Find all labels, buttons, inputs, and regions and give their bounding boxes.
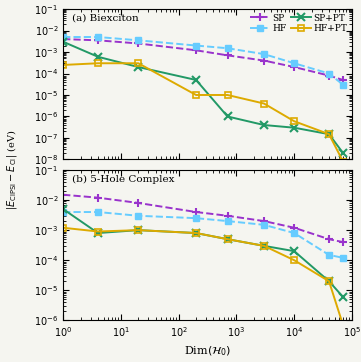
SP+PT xyxy=(225,114,230,119)
SP xyxy=(136,201,140,205)
HF+PT xyxy=(225,93,230,97)
HF xyxy=(341,83,345,87)
SP xyxy=(341,240,345,244)
SP xyxy=(61,193,65,197)
Line: SP: SP xyxy=(59,190,347,246)
HF+PT xyxy=(327,132,331,136)
SP+PT xyxy=(327,132,331,136)
SP xyxy=(262,58,266,63)
HF+PT xyxy=(61,63,65,67)
SP+PT xyxy=(96,231,100,235)
HF xyxy=(327,253,331,257)
HF+PT xyxy=(136,61,140,66)
Line: HF: HF xyxy=(60,34,346,88)
HF xyxy=(96,35,100,39)
HF+PT xyxy=(341,323,345,327)
Line: HF: HF xyxy=(60,209,346,261)
X-axis label: Dim$(\mathcal{H}_0)$: Dim$(\mathcal{H}_0)$ xyxy=(184,345,231,358)
HF xyxy=(136,38,140,42)
SP xyxy=(292,226,296,230)
SP+PT xyxy=(262,123,266,127)
Text: $|E_\mathrm{CIPSI} - E_\mathrm{CI}|$ (eV): $|E_\mathrm{CIPSI} - E_\mathrm{CI}|$ (eV… xyxy=(5,130,19,210)
SP+PT xyxy=(136,228,140,232)
HF+PT xyxy=(96,230,100,234)
Legend: SP, HF, SP+PT, HF+PT: SP, HF, SP+PT, HF+PT xyxy=(247,11,350,35)
SP xyxy=(341,78,345,82)
SP xyxy=(194,48,198,52)
HF+PT xyxy=(96,61,100,66)
HF+PT xyxy=(341,159,345,164)
HF xyxy=(136,214,140,218)
SP xyxy=(194,210,198,214)
SP xyxy=(96,195,100,200)
SP+PT xyxy=(96,55,100,59)
HF xyxy=(292,61,296,66)
SP+PT xyxy=(292,126,296,130)
HF xyxy=(262,223,266,227)
HF+PT xyxy=(262,101,266,106)
Line: HF+PT: HF+PT xyxy=(60,60,346,164)
SP xyxy=(61,37,65,41)
SP+PT xyxy=(61,39,65,44)
HF xyxy=(61,210,65,214)
SP+PT xyxy=(292,249,296,253)
HF xyxy=(341,256,345,260)
HF+PT xyxy=(262,244,266,248)
SP xyxy=(327,237,331,241)
HF+PT xyxy=(194,231,198,235)
Line: SP+PT: SP+PT xyxy=(59,205,347,301)
HF+PT xyxy=(327,279,331,283)
HF xyxy=(225,46,230,50)
SP+PT xyxy=(61,207,65,211)
HF xyxy=(327,71,331,76)
HF+PT xyxy=(292,119,296,123)
Line: SP: SP xyxy=(59,35,347,84)
HF+PT xyxy=(225,237,230,241)
SP+PT xyxy=(136,65,140,69)
HF xyxy=(262,52,266,56)
HF xyxy=(225,219,230,223)
SP+PT xyxy=(194,231,198,235)
SP xyxy=(225,53,230,58)
HF xyxy=(61,35,65,39)
SP+PT xyxy=(194,78,198,82)
HF+PT xyxy=(136,228,140,232)
HF xyxy=(292,231,296,235)
Line: SP+PT: SP+PT xyxy=(59,38,347,157)
HF+PT xyxy=(292,258,296,262)
HF+PT xyxy=(61,226,65,230)
Text: (b) 5-Hole Complex: (b) 5-Hole Complex xyxy=(72,174,174,184)
SP xyxy=(292,65,296,69)
SP+PT xyxy=(341,295,345,299)
Line: HF+PT: HF+PT xyxy=(60,225,346,328)
SP+PT xyxy=(327,279,331,283)
HF xyxy=(96,210,100,214)
HF+PT xyxy=(194,93,198,97)
SP+PT xyxy=(262,244,266,248)
SP+PT xyxy=(341,151,345,155)
SP+PT xyxy=(225,237,230,241)
Text: (a) Biexciton: (a) Biexciton xyxy=(72,13,139,22)
HF xyxy=(194,216,198,220)
SP xyxy=(262,219,266,223)
SP xyxy=(327,73,331,78)
SP xyxy=(96,38,100,42)
SP xyxy=(225,214,230,218)
HF xyxy=(194,43,198,48)
SP xyxy=(136,41,140,46)
